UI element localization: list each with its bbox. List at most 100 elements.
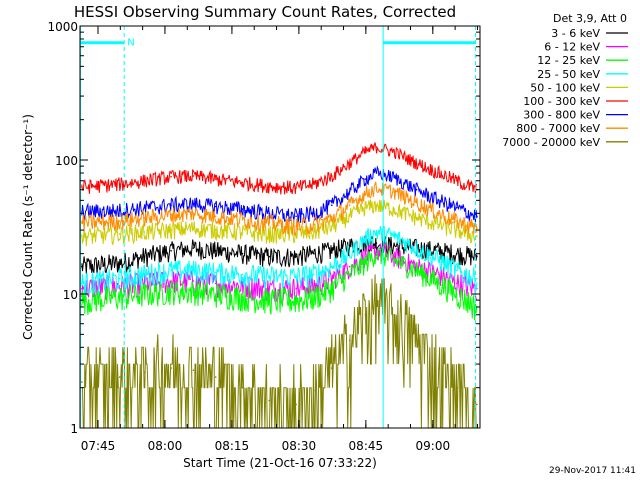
data-point-7000-20000-kev [295,403,297,406]
data-point-100-300-kev [438,172,440,174]
plot-area: N [79,26,478,429]
legend-label-25-50-kev: 25 - 50 keV [537,68,600,81]
series-line-12-25-kev [81,246,478,321]
data-point-100-300-kev [375,146,378,148]
data-point-3-6-kev [241,252,244,255]
y-tick-label: 100 [55,154,78,168]
data-point-50-100-kev [415,217,418,219]
legend-label-50-100-kev: 50 - 100 keV [530,81,600,94]
data-point-300-800-kev [118,209,121,212]
data-point-300-800-kev [476,215,478,218]
x-tick-label: 09:00 [416,439,451,453]
y-tick-label: 10 [63,288,78,302]
data-point-50-100-kev [313,231,315,233]
data-point-50-100-kev [192,227,195,229]
data-point-12-25-kev [295,299,297,301]
data-point-800-7000-kev [348,204,351,206]
data-point-50-100-kev [476,235,478,237]
data-point-50-100-kev [348,215,351,218]
data-point-300-800-kev [192,203,195,205]
data-point-50-100-kev [214,229,217,231]
data-point-100-300-kev [170,175,172,178]
data-point-100-300-kev [214,178,217,180]
data-point-100-300-kev [295,187,297,189]
data-point-3-6-kev [313,252,315,255]
data-point-100-300-kev [313,183,315,185]
data-point-12-25-kev [214,293,217,295]
data-point-12-25-kev [456,293,458,295]
x-tick-label: 08:00 [148,439,183,453]
data-point-50-100-kev [170,229,172,231]
data-point-7000-20000-kev [313,389,315,392]
series-line-50-100-kev [81,199,478,247]
data-point-3-6-kev [81,265,83,268]
data-point-12-25-kev [268,299,271,301]
data-point-3-6-kev [331,250,333,252]
data-point-25-50-kev [364,237,367,240]
data-point-3-6-kev [170,250,172,252]
data-point-800-7000-kev [331,217,333,219]
data-point-300-800-kev [143,207,146,209]
data-point-25-50-kev [192,269,195,272]
data-point-25-50-kev [268,275,271,278]
data-point-100-300-kev [331,175,333,177]
data-point-300-800-kev [456,207,458,209]
data-point-7000-20000-kev [393,314,396,316]
chart-title: HESSI Observing Summary Count Rates, Cor… [74,3,456,21]
series-300-800-kev [81,165,478,224]
data-point-6-12-kev [295,287,297,290]
data-point-7000-20000-kev [375,302,378,305]
data-point-3-6-kev [375,242,378,244]
data-point-300-800-kev [241,208,244,210]
series-line-3-6-kev [81,235,478,275]
data-point-100-300-kev [143,180,146,182]
data-point-100-300-kev [192,175,195,177]
data-point-25-50-kev [143,273,146,276]
data-point-6-12-kev [118,285,121,287]
data-point-50-100-kev [331,225,333,228]
data-point-7000-20000-kev [118,376,121,378]
data-point-6-12-kev [375,250,378,252]
data-point-800-7000-kev [415,201,418,204]
x-tick-label: 08:45 [349,439,384,453]
data-point-25-50-kev [476,277,478,280]
data-point-800-7000-kev [241,218,244,221]
data-point-3-6-kev [268,255,271,258]
data-point-800-7000-kev [476,227,478,229]
data-point-3-6-kev [214,250,217,252]
data-point-12-25-kev [241,296,244,298]
data-point-800-7000-kev [170,214,172,216]
legend-label-100-300-kev: 100 - 300 keV [523,95,600,108]
data-point-100-300-kev [81,186,83,188]
data-point-50-100-kev [393,208,396,210]
data-point-800-7000-kev [118,220,121,222]
data-point-7000-20000-kev [143,371,146,374]
series-line-300-800-kev [81,165,478,224]
data-point-100-300-kev [348,162,351,164]
data-point-300-800-kev [295,215,297,218]
data-point-7000-20000-kev [170,367,172,369]
data-point-300-800-kev [313,212,315,215]
legend-label-6-12-kev: 6 - 12 keV [544,41,600,54]
data-point-3-6-kev [118,262,121,264]
data-point-50-100-kev [143,231,146,233]
data-point-25-50-kev [313,273,315,276]
data-point-7000-20000-kev [348,339,351,342]
legend-label-300-800-kev: 300 - 800 keV [523,109,600,122]
data-point-300-800-kev [393,176,396,179]
data-point-300-800-kev [348,190,351,193]
data-point-100-300-kev [393,151,396,153]
data-point-50-100-kev [456,229,458,231]
data-point-6-12-kev [348,265,351,268]
legend-label-800-7000-kev: 800 - 7000 keV [516,122,600,135]
data-point-50-100-kev [81,235,83,237]
data-point-25-50-kev [170,269,172,272]
data-point-6-12-kev [438,273,440,276]
data-point-300-800-kev [214,205,217,208]
data-point-800-7000-kev [375,187,378,189]
data-point-12-25-kev [118,296,121,298]
data-point-7000-20000-kev [214,376,217,378]
data-point-800-7000-kev [81,222,83,224]
